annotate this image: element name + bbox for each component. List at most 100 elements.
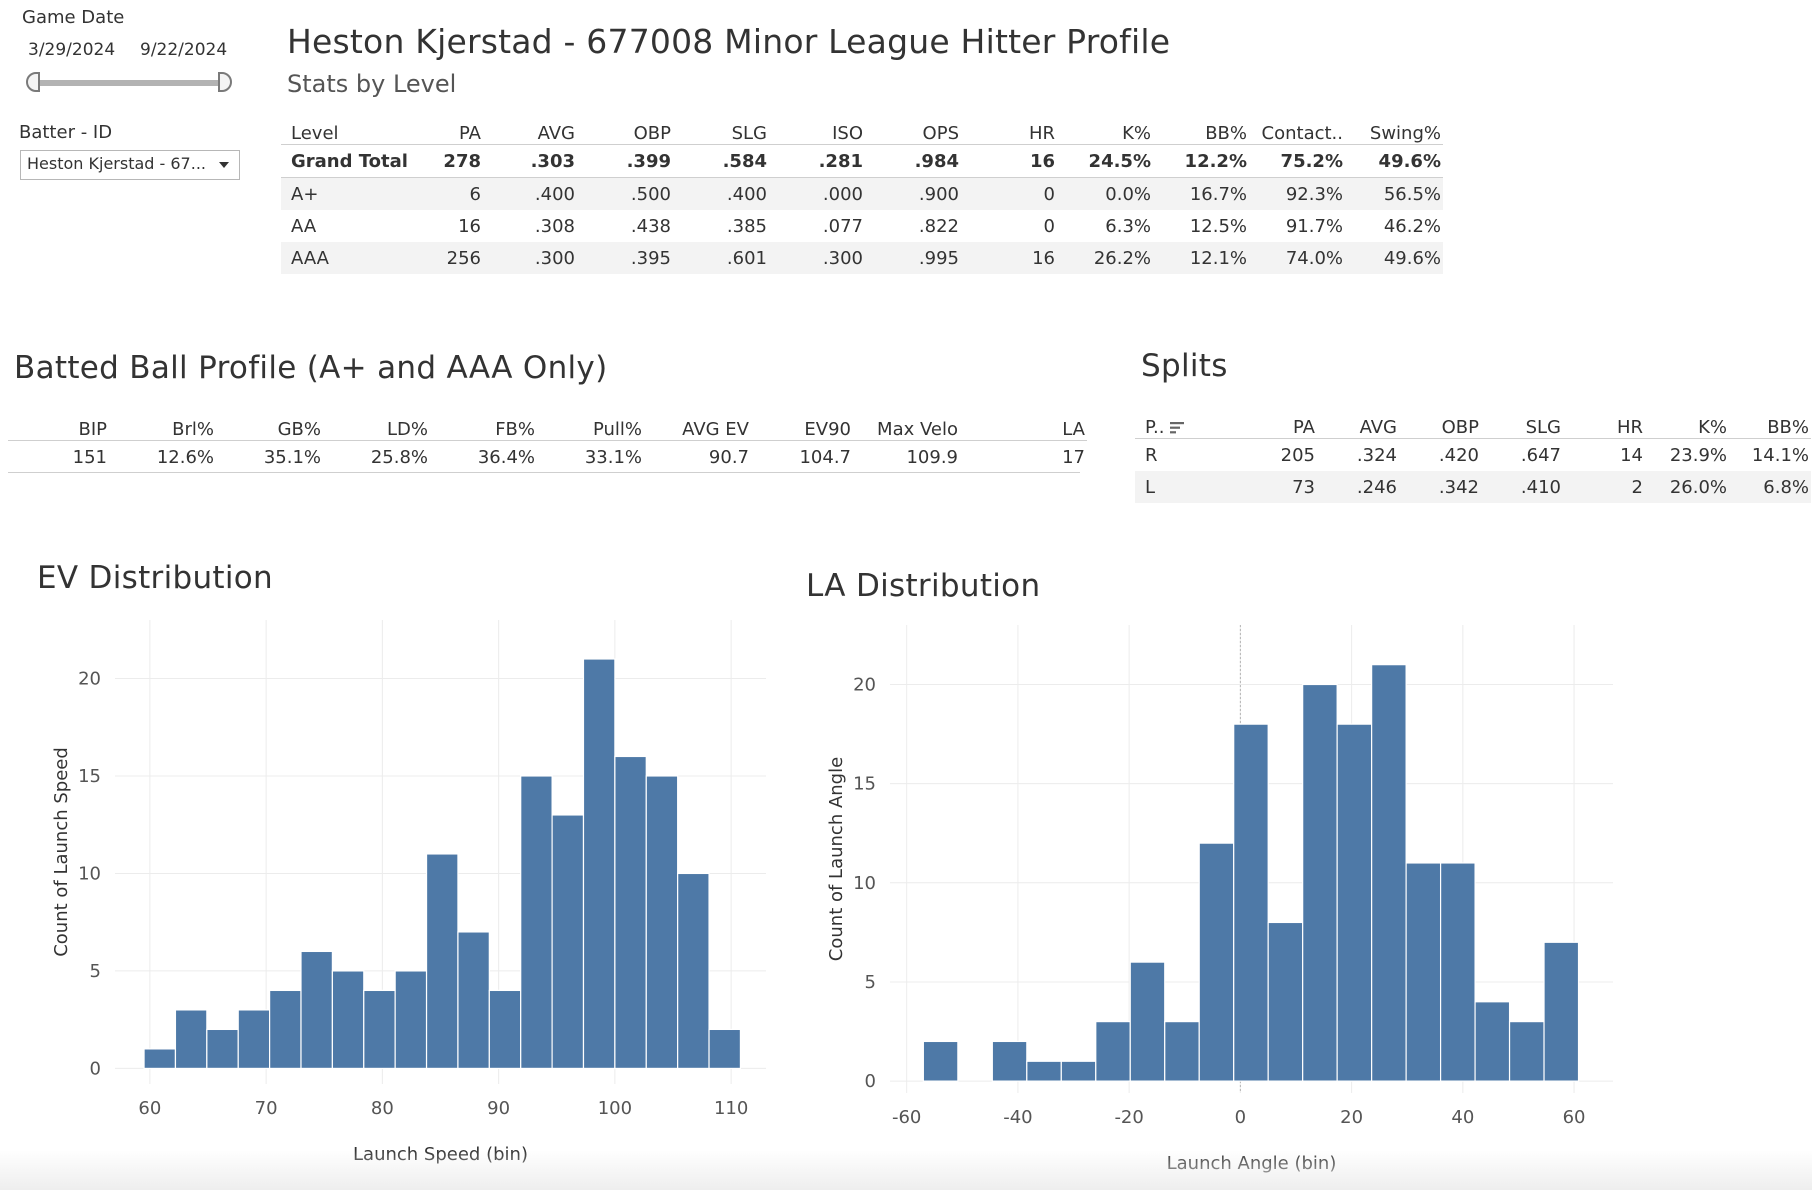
la-chart-bar[interactable] xyxy=(1508,1021,1545,1082)
ev-chart-bar[interactable] xyxy=(520,775,553,1070)
la-chart-bar[interactable] xyxy=(1543,941,1580,1082)
splits-header-pa[interactable]: PA xyxy=(1217,408,1317,439)
batted-ball-header-avg-ev[interactable]: AVG EV xyxy=(644,410,751,441)
level-table-header-iso[interactable]: ISO xyxy=(769,114,865,145)
la-chart-bar[interactable] xyxy=(1267,921,1304,1082)
ev-chart-x-tick-label: 90 xyxy=(487,1098,510,1119)
batted-ball-header-pull[interactable]: Pull% xyxy=(537,410,644,441)
la-chart-bar[interactable] xyxy=(1060,1060,1097,1082)
level-table-cell-pa: 16 xyxy=(458,215,481,237)
batted-ball-header-ev90[interactable]: EV90 xyxy=(751,410,853,441)
level-table-header-avg[interactable]: AVG xyxy=(483,114,577,145)
splits-header-p[interactable]: P.. xyxy=(1135,408,1217,439)
splits-header-label: BB% xyxy=(1767,417,1809,438)
slider-start-handle[interactable] xyxy=(26,72,40,92)
la-chart-bar[interactable] xyxy=(1233,723,1269,1082)
la-chart-bar[interactable] xyxy=(1336,723,1373,1082)
splits-cell-obp: .342 xyxy=(1399,471,1481,503)
splits-header-avg[interactable]: AVG xyxy=(1317,408,1399,439)
level-table-header-obp[interactable]: OBP xyxy=(577,114,673,145)
ev-chart-bar[interactable] xyxy=(237,1009,271,1070)
ev-chart-bar[interactable] xyxy=(645,775,679,1070)
level-table-header-pa[interactable]: PA xyxy=(411,114,483,145)
batted-ball-header-la[interactable]: LA xyxy=(960,410,1087,441)
la-chart-bar[interactable] xyxy=(1474,1001,1511,1082)
ev-chart-bar[interactable] xyxy=(582,658,616,1070)
level-table-header-contact[interactable]: Contact.. xyxy=(1249,114,1345,145)
level-table-cell-avg: .400 xyxy=(483,177,577,210)
la-chart-bar[interactable] xyxy=(1439,862,1476,1082)
la-chart-bar[interactable] xyxy=(1095,1021,1131,1082)
la-chart-bar[interactable] xyxy=(1371,664,1407,1082)
splits-cell-k: 23.9% xyxy=(1669,444,1727,466)
level-table-cell-hr: 16 xyxy=(961,242,1057,274)
sort-icon[interactable] xyxy=(1169,421,1185,435)
slider-end-handle[interactable] xyxy=(218,72,232,92)
ev-chart-y-axis-label: Count of Launch Speed xyxy=(51,747,72,957)
ev-chart-bar[interactable] xyxy=(488,989,522,1070)
splits-cell-p: L xyxy=(1135,471,1217,503)
batted-ball-header-brl[interactable]: Brl% xyxy=(109,410,216,441)
splits-header-label: K% xyxy=(1698,417,1727,438)
level-table-cell-pa: 256 xyxy=(411,242,483,274)
splits-header-obp[interactable]: OBP xyxy=(1399,408,1481,439)
ev-chart-bar[interactable] xyxy=(143,1048,177,1070)
ev-chart-bar[interactable] xyxy=(174,1009,208,1070)
ev-chart-bar[interactable] xyxy=(614,755,647,1070)
level-table-header-slg[interactable]: SLG xyxy=(673,114,769,145)
ev-chart-bar[interactable] xyxy=(331,970,365,1070)
game-date-filter-title: Game Date xyxy=(22,7,125,28)
ev-chart-bar[interactable] xyxy=(708,1028,742,1070)
splits-cell-hr: 14 xyxy=(1620,444,1643,466)
ev-chart-bar[interactable] xyxy=(363,989,396,1070)
level-table-header-ops[interactable]: OPS xyxy=(865,114,961,145)
level-table-cell-obp: .500 xyxy=(577,177,673,210)
la-chart-bar[interactable] xyxy=(1129,961,1166,1082)
batted-ball-header-gb[interactable]: GB% xyxy=(216,410,323,441)
la-chart-bar[interactable] xyxy=(922,1040,959,1082)
ev-chart-bar[interactable] xyxy=(425,853,459,1070)
level-table-header-bb[interactable]: BB% xyxy=(1153,114,1249,145)
la-chart-bar[interactable] xyxy=(991,1040,1028,1082)
level-table-header-hr[interactable]: HR xyxy=(961,114,1057,145)
level-table-cell-k: 0.0% xyxy=(1057,177,1153,210)
batted-ball-header-ld[interactable]: LD% xyxy=(323,410,430,441)
level-table-cell-bb: 12.5% xyxy=(1189,215,1247,237)
level-table-header-k[interactable]: K% xyxy=(1057,114,1153,145)
level-table-cell-bb: 12.2% xyxy=(1184,150,1247,172)
ev-chart-bar[interactable] xyxy=(394,970,428,1070)
batted-ball-header-fb[interactable]: FB% xyxy=(430,410,537,441)
batted-ball-header-bip[interactable]: BIP xyxy=(8,410,109,441)
batted-ball-header-label: BIP xyxy=(78,419,107,440)
date-end-value[interactable]: 9/22/2024 xyxy=(140,40,228,60)
date-start-value[interactable]: 3/29/2024 xyxy=(28,40,116,60)
ev-chart-bar[interactable] xyxy=(300,950,333,1070)
la-chart-bar[interactable] xyxy=(1405,862,1442,1082)
date-range-slider[interactable] xyxy=(26,72,232,92)
ev-chart-bar[interactable] xyxy=(269,989,302,1070)
la-chart-bar[interactable] xyxy=(1026,1060,1062,1082)
la-chart-bar[interactable] xyxy=(1302,683,1338,1082)
level-table-header-swing[interactable]: Swing% xyxy=(1345,114,1443,145)
batter-dropdown[interactable]: Heston Kjerstad - 67... xyxy=(20,150,240,180)
level-table-header-label: PA xyxy=(458,123,481,144)
batted-ball-table: BIP Brl% GB% LD% FB% Pull% AVG EV EV90 Max Velo L… xyxy=(8,410,1087,473)
ev-chart-bar[interactable] xyxy=(457,931,490,1070)
la-chart-bar[interactable] xyxy=(1198,842,1235,1082)
splits-header-slg[interactable]: SLG xyxy=(1481,408,1563,439)
level-table-cell-pa: 278 xyxy=(443,150,481,172)
ev-distribution-chart: 60 70 80 90 100 110 0 5 10 15 20 Launch Speed (bin)… xyxy=(51,620,766,1165)
la-distribution-chart: -60 -40 -20 0 20 40 60 0 5 10 15 20 Launch Angle (bi… xyxy=(826,625,1613,1174)
splits-header-k[interactable]: K% xyxy=(1645,408,1729,439)
level-table-header-label: Contact.. xyxy=(1261,123,1343,144)
splits-header-bb[interactable]: BB% xyxy=(1729,408,1811,439)
batted-ball-header-max-velo[interactable]: Max Velo xyxy=(853,410,960,441)
ev-chart-bar[interactable] xyxy=(677,872,710,1070)
level-table-row: A+ 6.400.500.400.000.900 0 0.0% 16.7% 92.3% 56… xyxy=(281,177,1443,210)
ev-chart-bar[interactable] xyxy=(551,814,585,1070)
splits-header-hr[interactable]: HR xyxy=(1563,408,1645,439)
level-table-header-level[interactable]: Level xyxy=(281,114,411,145)
ev-chart-bar[interactable] xyxy=(206,1028,239,1070)
level-table-cell-pa: 6 xyxy=(411,177,483,210)
la-chart-bar[interactable] xyxy=(1164,1021,1200,1082)
